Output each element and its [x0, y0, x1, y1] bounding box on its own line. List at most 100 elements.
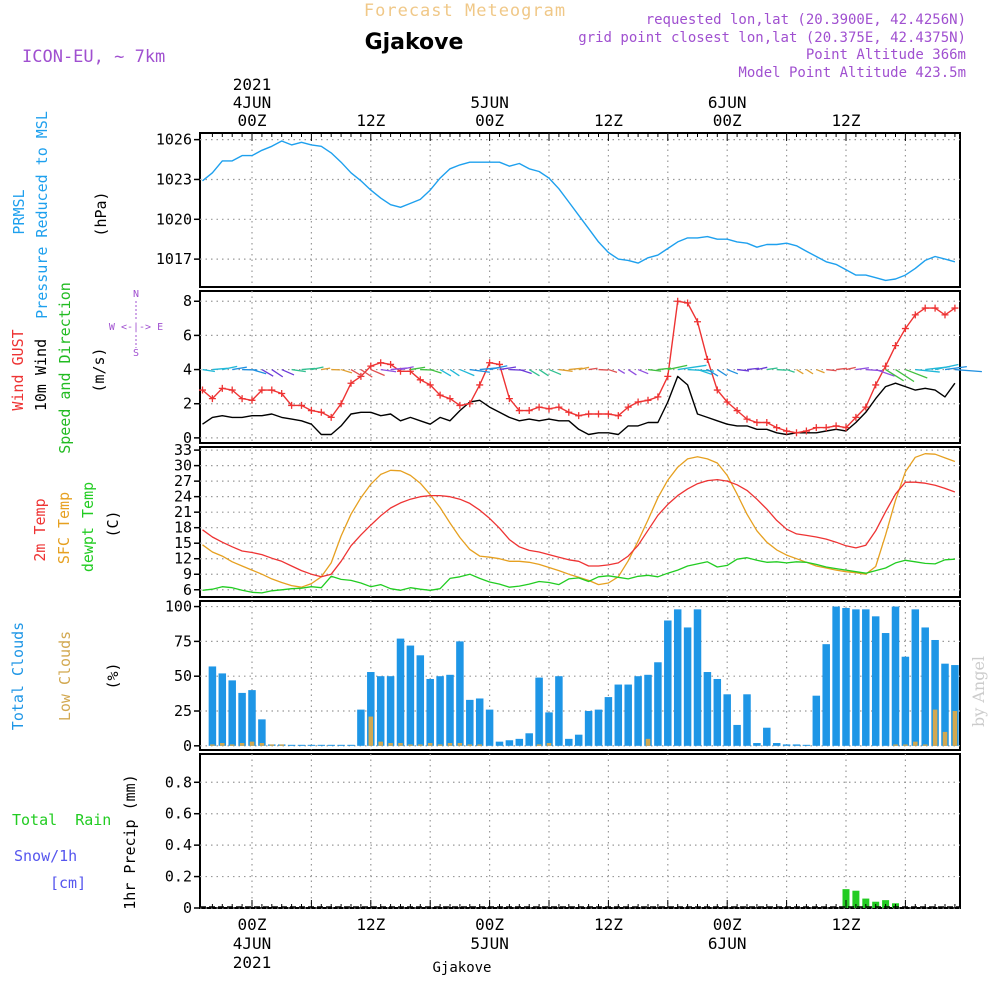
total-cloud-bar — [238, 692, 246, 746]
y-tick-label: 27 — [174, 472, 192, 490]
wind-direction-arrow — [588, 367, 598, 371]
gust-marker — [268, 386, 276, 394]
total-cloud-bar — [485, 709, 494, 746]
total-cloud-bar — [367, 672, 375, 746]
gust-marker — [347, 379, 355, 387]
wind-direction-arrow — [707, 369, 719, 377]
bottom-time-label: 00Z — [713, 915, 742, 934]
wind-direction-arrow — [439, 369, 452, 377]
wind-direction-arrow — [836, 367, 847, 371]
gust-marker — [614, 412, 622, 420]
y-tick-label: 1023 — [156, 170, 192, 188]
gust-marker — [773, 424, 781, 432]
low-cloud-bar — [903, 744, 908, 746]
y-axes: 1017102010231026024686912151821242730330… — [156, 131, 200, 917]
wind-direction-arrow — [905, 368, 928, 379]
cloud-labels: Total Clouds Low Clouds (%) — [9, 622, 122, 730]
gust-marker — [852, 413, 860, 421]
gust-marker — [515, 407, 523, 415]
bottom-time-label: 2021 — [233, 953, 272, 972]
total-cloud-bar — [614, 684, 623, 746]
total-cloud-bar — [525, 733, 533, 746]
y-tick-label: 8 — [183, 292, 192, 310]
low-cloud-bar — [942, 731, 948, 746]
gust-marker — [218, 384, 226, 392]
total-cloud-bar — [951, 665, 959, 746]
gust-marker — [604, 410, 612, 418]
total-cloud-bar — [505, 740, 514, 746]
y-tick-label: 100 — [165, 598, 192, 616]
temp-dewpt-label: dewpt Temp — [79, 482, 97, 572]
wind-direction-arrow — [449, 369, 460, 377]
gust-marker — [377, 359, 385, 367]
total-cloud-bar — [604, 697, 613, 746]
wind-direction-arrow — [340, 368, 353, 374]
y-tick-label: 75 — [174, 632, 192, 650]
wind-direction-arrow — [261, 369, 274, 377]
top-time-label: 12Z — [832, 111, 861, 130]
total-cloud-bar — [644, 674, 652, 746]
total-cloud-bar — [673, 609, 682, 746]
gust-marker — [763, 419, 771, 427]
precip-labels: Total Rain Snow/1h [cm] 1hr Precip (mm) — [12, 774, 139, 909]
total-cloud-bar — [574, 734, 583, 746]
gust-marker — [783, 427, 791, 435]
total-cloud-bar — [862, 609, 870, 746]
wind-direction-arrow — [578, 366, 590, 371]
wind-labels: Wind GUST 10m Wind Speed and Direction (… — [9, 282, 163, 454]
gust-marker — [802, 427, 810, 435]
pressure-unit: (hPa) — [92, 191, 110, 236]
gust-marker — [416, 376, 424, 384]
total-cloud-bar — [624, 684, 632, 746]
gust-marker — [644, 396, 652, 404]
wind-direction-arrow — [360, 369, 373, 378]
wind-unit: (m/s) — [90, 347, 108, 392]
wind-gust-label: Wind GUST — [9, 329, 27, 410]
clouds-unit: (%) — [104, 662, 122, 689]
low-cloud-bar — [378, 741, 383, 746]
y-tick-label: 12 — [174, 550, 192, 568]
y-tick-label: 0.2 — [165, 868, 192, 886]
total-cloud-bar — [901, 656, 910, 746]
temp-sfc-label: SFC Temp — [55, 492, 73, 564]
wind-direction-arrow — [321, 367, 331, 371]
gust-marker — [436, 391, 444, 399]
gust-marker — [387, 360, 395, 368]
t2m-line — [202, 478, 956, 578]
top-time-label: 5JUN — [470, 93, 509, 112]
compass-mid: W <-|-> E — [109, 322, 163, 333]
compass-n: N — [133, 289, 139, 300]
low-cloud-bar — [457, 743, 463, 746]
gust-marker — [307, 407, 315, 415]
wind-direction-arrow — [232, 366, 247, 371]
low-cloud-bar — [913, 741, 918, 746]
low-cloud-bar — [220, 743, 225, 746]
total-cloud-bar — [466, 699, 474, 746]
model-altitude: Model Point Altitude 423.5m — [738, 65, 966, 81]
total-cloud-bar — [208, 666, 217, 746]
wind-direction-arrow — [350, 369, 364, 378]
gust-marker — [882, 362, 890, 370]
gust-marker — [317, 408, 325, 416]
total-cloud-bar — [357, 709, 365, 746]
wind-direction-arrow — [726, 368, 739, 375]
wind-direction-arrow — [954, 368, 982, 373]
y-tick-label: 4 — [183, 361, 192, 379]
total-cloud-bar — [881, 633, 890, 746]
bottom-time-label: 00Z — [475, 915, 504, 934]
total-cloud-bar — [416, 655, 425, 746]
total-cloud-bar — [654, 662, 662, 746]
total-cloud-bar — [258, 719, 266, 746]
wind-direction-arrow — [697, 368, 713, 375]
total-cloud-bar — [535, 677, 543, 746]
total-cloud-bar — [436, 676, 444, 746]
rain-bar — [842, 889, 850, 908]
dewpt-line — [202, 557, 955, 594]
wind-direction-arrow — [806, 369, 814, 375]
gust-marker — [565, 408, 573, 416]
y-tick-label: 1017 — [156, 250, 192, 268]
y-tick-label: 21 — [174, 503, 192, 521]
total-cloud-bar — [664, 620, 672, 746]
wind-direction-arrow — [915, 368, 940, 373]
total-cloud-bar — [337, 744, 345, 746]
